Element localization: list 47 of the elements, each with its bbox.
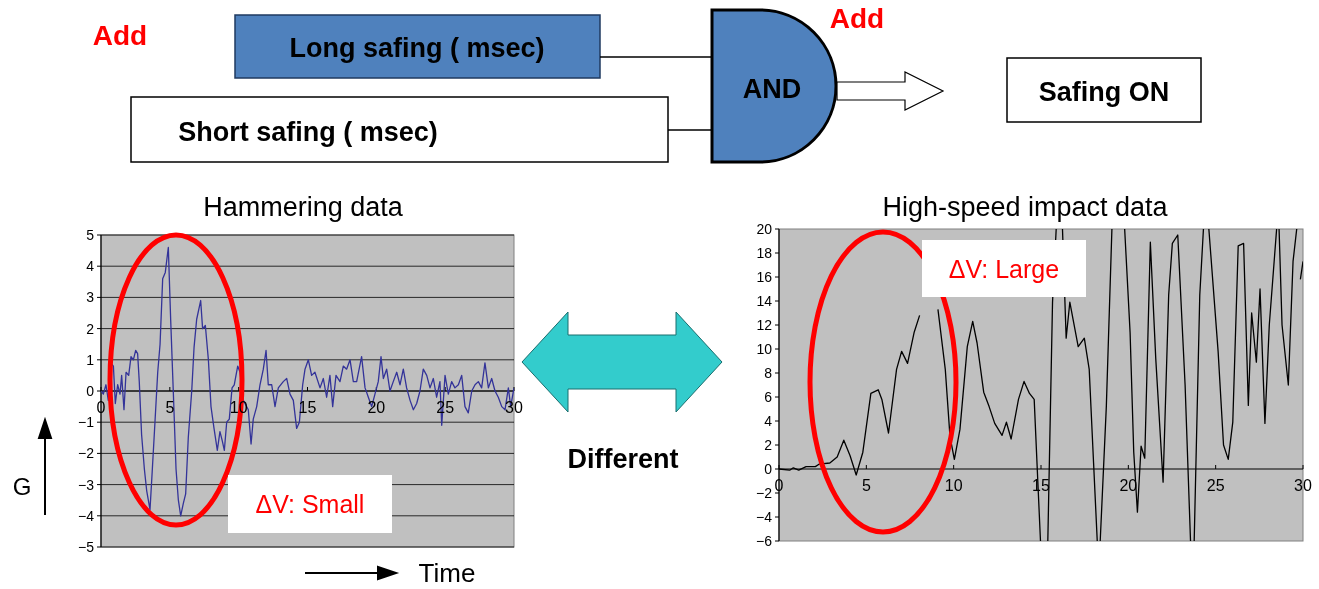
y-tick-label: 16	[756, 269, 773, 285]
y-tick-label: −4	[78, 507, 95, 524]
y-tick-label: 2	[764, 437, 773, 453]
y-tick-label: −5	[78, 539, 95, 555]
y-tick-label: 4	[764, 413, 773, 429]
y-tick-label: 3	[86, 289, 95, 306]
y-tick-label: 0	[86, 383, 95, 399]
x-tick-label: 10	[944, 477, 963, 494]
y-tick-label: −4	[756, 509, 773, 525]
y-tick-label: 10	[756, 341, 773, 357]
x-tick-label: 30	[1294, 477, 1312, 494]
y-tick-label: −1	[78, 414, 95, 431]
text: AND	[742, 74, 802, 104]
y-tick-label: 2	[86, 320, 95, 337]
text: Different	[567, 444, 679, 474]
y-tick-label: 6	[764, 389, 773, 405]
y-tick-label: 12	[756, 317, 773, 333]
y-tick-label: −3	[78, 476, 95, 493]
y-tick-label: 1	[86, 351, 95, 368]
y-tick-label: 18	[756, 245, 773, 261]
text: Safing ON	[1038, 77, 1170, 107]
x-tick-label: 15	[298, 399, 317, 416]
y-tick-label: 8	[764, 365, 773, 381]
x-tick-label: 5	[861, 477, 871, 494]
text: Short safing ( msec)	[178, 117, 438, 147]
y-tick-label: −2	[756, 485, 773, 501]
y-tick-label: 5	[86, 227, 95, 243]
x-tick-label: 20	[367, 399, 386, 416]
y-tick-label: 20	[756, 221, 773, 237]
y-tick-label: 4	[86, 258, 95, 275]
y-tick-label: 14	[756, 293, 773, 309]
y-tick-label: −2	[78, 445, 95, 462]
text: Add	[92, 20, 148, 51]
annotation: ΔV: Large	[948, 254, 1060, 283]
y-tick-label: −6	[756, 533, 773, 549]
chart-title: Hammering data	[203, 192, 404, 222]
x-tick-label: 25	[1206, 477, 1225, 494]
annotation: ΔV: Small	[255, 490, 365, 518]
text: Long safing ( msec)	[289, 33, 545, 63]
y-axis-title: G	[12, 473, 32, 500]
y-tick-label: 0	[764, 461, 773, 477]
x-tick-label: 5	[165, 399, 175, 416]
chart-title: High-speed impact data	[882, 192, 1169, 222]
x-axis-title: Time	[418, 558, 476, 588]
x-tick-label: 30	[505, 399, 523, 416]
x-tick-label: 25	[436, 399, 455, 416]
text: Add	[829, 3, 885, 34]
